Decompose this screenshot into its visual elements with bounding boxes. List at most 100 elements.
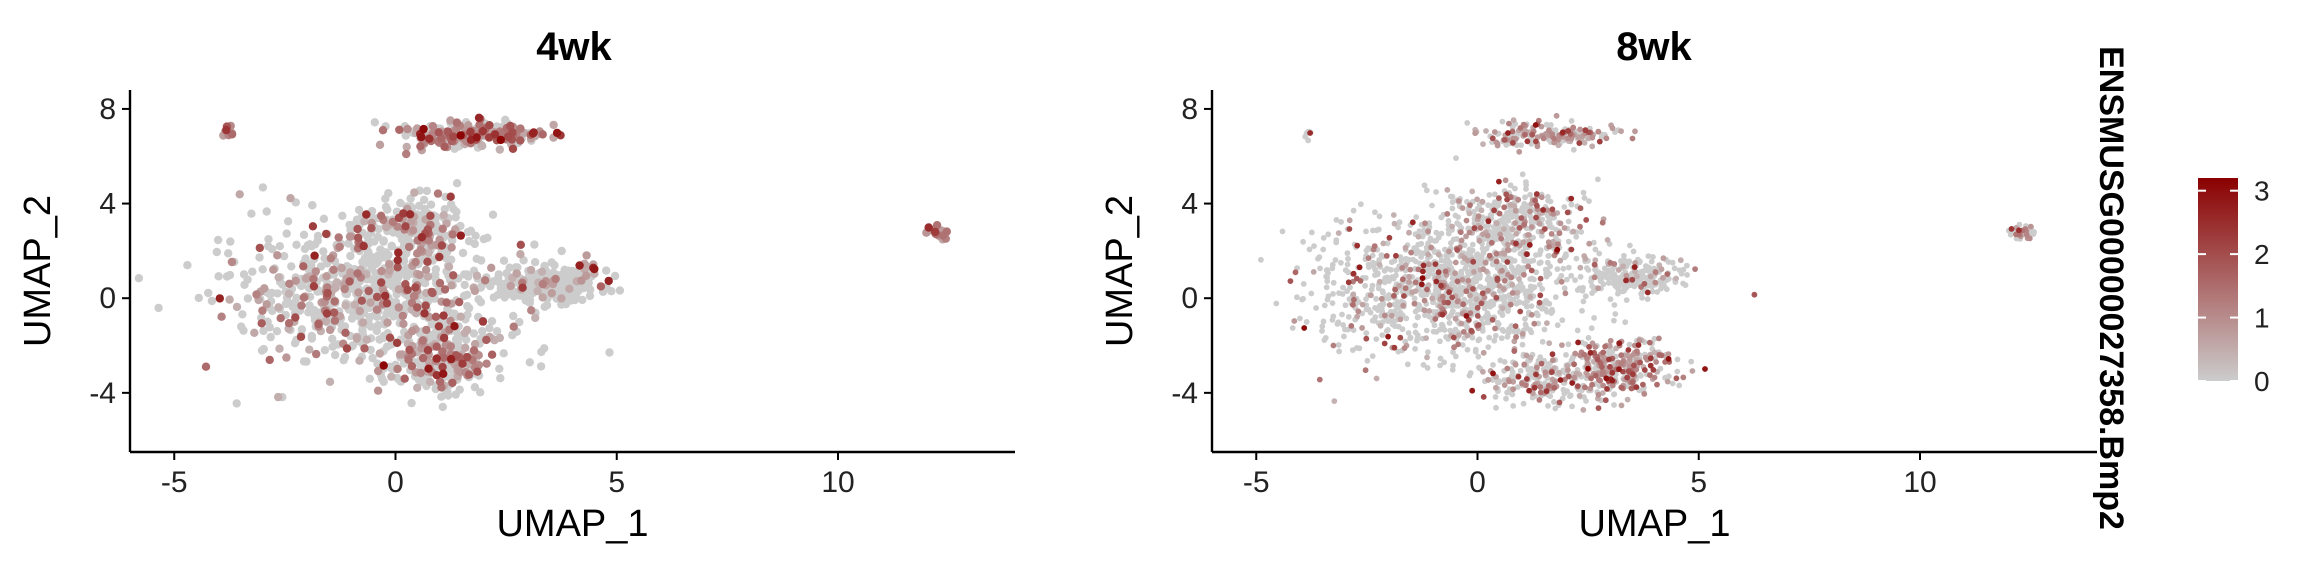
expressing-cell-point bbox=[404, 242, 414, 252]
expressing-cell-point bbox=[273, 251, 282, 260]
expressing-cell-point bbox=[2008, 226, 2015, 232]
expressing-cell-point bbox=[1363, 335, 1370, 342]
cell-point bbox=[1560, 265, 1567, 272]
expressing-cell-point bbox=[1526, 387, 1532, 394]
expressing-cell-point bbox=[1571, 361, 1577, 368]
cell-point bbox=[1539, 338, 1546, 345]
expressing-cell-point bbox=[1458, 320, 1465, 327]
cell-point bbox=[1537, 247, 1544, 254]
expressing-cell-point bbox=[1540, 135, 1547, 142]
cell-point bbox=[134, 274, 144, 283]
cell-point bbox=[207, 296, 217, 306]
expressing-cell-point bbox=[516, 250, 525, 259]
cell-point bbox=[1650, 254, 1656, 260]
expressing-cell-point bbox=[1523, 382, 1529, 389]
cell-point bbox=[264, 235, 273, 244]
expressing-cell-point bbox=[495, 145, 504, 154]
cell-point bbox=[1678, 270, 1685, 277]
cell-point bbox=[1469, 241, 1476, 248]
expressing-cell-point bbox=[322, 309, 332, 318]
expressing-cell-point bbox=[421, 265, 431, 274]
cell-point bbox=[1565, 264, 1572, 271]
expressing-cell-point bbox=[464, 370, 474, 379]
expressing-cell-point bbox=[360, 344, 369, 353]
expressing-cell-point bbox=[1546, 340, 1553, 347]
cell-point bbox=[1584, 265, 1590, 271]
expressing-cell-point bbox=[310, 251, 319, 260]
expressing-cell-point bbox=[1600, 349, 1607, 356]
expressing-cell-point bbox=[434, 128, 443, 137]
expressing-cell-point bbox=[2027, 223, 2034, 230]
cell-point bbox=[407, 398, 416, 408]
expressing-cell-point bbox=[1507, 201, 1514, 208]
expressing-cell-point bbox=[1634, 273, 1640, 280]
expressing-cell-point bbox=[1455, 341, 1462, 348]
expressing-cell-point bbox=[353, 269, 362, 278]
expressing-cell-point bbox=[1455, 198, 1462, 204]
expressing-cell-point bbox=[1673, 275, 1679, 282]
expressing-cell-point bbox=[1609, 125, 1616, 132]
expressing-cell-point bbox=[381, 291, 390, 301]
cell-point bbox=[476, 388, 485, 397]
expressing-cell-point bbox=[416, 245, 425, 254]
cell-point bbox=[470, 383, 480, 392]
expressing-cell-point bbox=[1630, 371, 1636, 378]
expressing-cell-point bbox=[420, 309, 429, 318]
expressing-cell-point bbox=[452, 118, 462, 127]
expressing-cell-point bbox=[1518, 215, 1525, 221]
cell-point bbox=[1688, 358, 1695, 365]
cell-point bbox=[1414, 335, 1421, 341]
expressing-cell-point bbox=[439, 333, 449, 343]
cell-point bbox=[496, 374, 505, 383]
color-legend: 0 1 2 3 ENSMUSG00000027358.Bmp2 bbox=[2092, 46, 2270, 530]
expressing-cell-point bbox=[1425, 251, 1432, 258]
cell-point bbox=[1393, 267, 1400, 274]
expressing-cell-point bbox=[1496, 178, 1502, 185]
expressing-cell-point bbox=[487, 263, 496, 272]
expressing-cell-point bbox=[311, 267, 320, 276]
expressing-cell-point bbox=[399, 319, 408, 329]
cell-point bbox=[1325, 231, 1332, 238]
expressing-cell-point bbox=[1624, 374, 1631, 381]
expressing-cell-point bbox=[1537, 292, 1544, 299]
expressing-cell-point bbox=[1510, 386, 1517, 393]
cell-point bbox=[462, 270, 472, 279]
expressing-cell-point bbox=[296, 332, 306, 341]
expressing-cell-point bbox=[438, 224, 447, 233]
expressing-cell-point bbox=[260, 284, 269, 293]
expressing-cell-point bbox=[257, 319, 266, 328]
cell-point bbox=[1305, 137, 1312, 144]
expressing-cell-point bbox=[531, 313, 540, 323]
expressing-cell-point bbox=[1528, 267, 1535, 274]
cell-point bbox=[1523, 186, 1529, 192]
expressing-cell-point bbox=[1383, 253, 1390, 259]
expressing-cell-point bbox=[1603, 135, 1610, 142]
cell-point bbox=[290, 339, 300, 348]
cell-point bbox=[1627, 242, 1633, 249]
expressing-cell-point bbox=[482, 359, 491, 368]
cell-point bbox=[1564, 276, 1570, 283]
cell-point bbox=[1388, 259, 1395, 266]
cell-point bbox=[1522, 316, 1528, 322]
expressing-cell-point bbox=[1390, 212, 1397, 218]
expressing-cell-point bbox=[1412, 279, 1419, 286]
cell-point bbox=[1433, 189, 1439, 195]
expressing-cell-point bbox=[1354, 242, 1361, 249]
cell-point bbox=[1573, 233, 1580, 240]
cell-point bbox=[1338, 219, 1344, 225]
cell-point bbox=[525, 358, 534, 367]
cell-point bbox=[1542, 298, 1549, 304]
expressing-cell-point bbox=[1499, 305, 1506, 311]
cell-point bbox=[387, 364, 396, 373]
cell-point bbox=[1476, 336, 1483, 343]
expressing-cell-point bbox=[378, 126, 388, 135]
expressing-cell-point bbox=[1475, 213, 1482, 220]
cell-point bbox=[1395, 323, 1402, 330]
expressing-cell-point bbox=[1607, 363, 1613, 370]
expressing-cell-point bbox=[1510, 117, 1517, 124]
expressing-cell-point bbox=[366, 298, 375, 307]
expressing-cell-point bbox=[446, 354, 456, 364]
expressing-cell-point bbox=[1602, 343, 1608, 350]
cell-point bbox=[232, 399, 241, 408]
expressing-cell-point bbox=[526, 265, 536, 275]
